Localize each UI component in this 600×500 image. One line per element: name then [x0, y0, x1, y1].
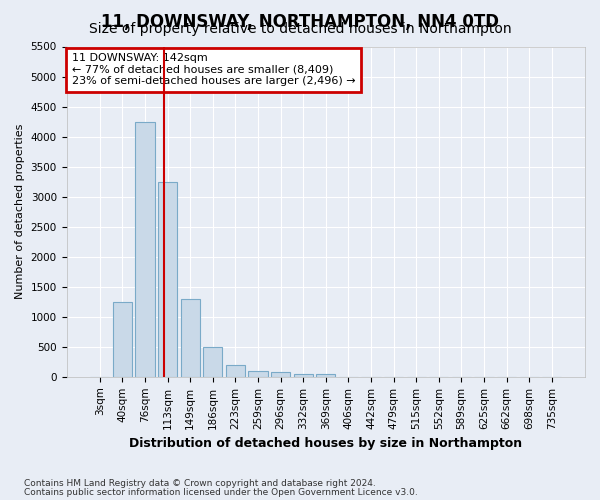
Text: Contains public sector information licensed under the Open Government Licence v3: Contains public sector information licen…	[24, 488, 418, 497]
Bar	[158, 182, 177, 377]
Text: Size of property relative to detached houses in Northampton: Size of property relative to detached ho…	[89, 22, 511, 36]
Bar	[316, 374, 335, 377]
Bar	[136, 122, 155, 377]
Text: Contains HM Land Registry data © Crown copyright and database right 2024.: Contains HM Land Registry data © Crown c…	[24, 479, 376, 488]
Text: 11 DOWNSWAY: 142sqm
← 77% of detached houses are smaller (8,409)
23% of semi-det: 11 DOWNSWAY: 142sqm ← 77% of detached ho…	[72, 53, 355, 86]
Bar	[113, 302, 132, 377]
Bar	[293, 374, 313, 377]
Bar	[271, 372, 290, 377]
Bar	[248, 371, 268, 377]
Text: 11, DOWNSWAY, NORTHAMPTON, NN4 0TD: 11, DOWNSWAY, NORTHAMPTON, NN4 0TD	[101, 12, 499, 30]
Bar	[181, 298, 200, 377]
Y-axis label: Number of detached properties: Number of detached properties	[15, 124, 25, 300]
X-axis label: Distribution of detached houses by size in Northampton: Distribution of detached houses by size …	[129, 437, 523, 450]
Bar	[203, 347, 223, 377]
Bar	[226, 365, 245, 377]
